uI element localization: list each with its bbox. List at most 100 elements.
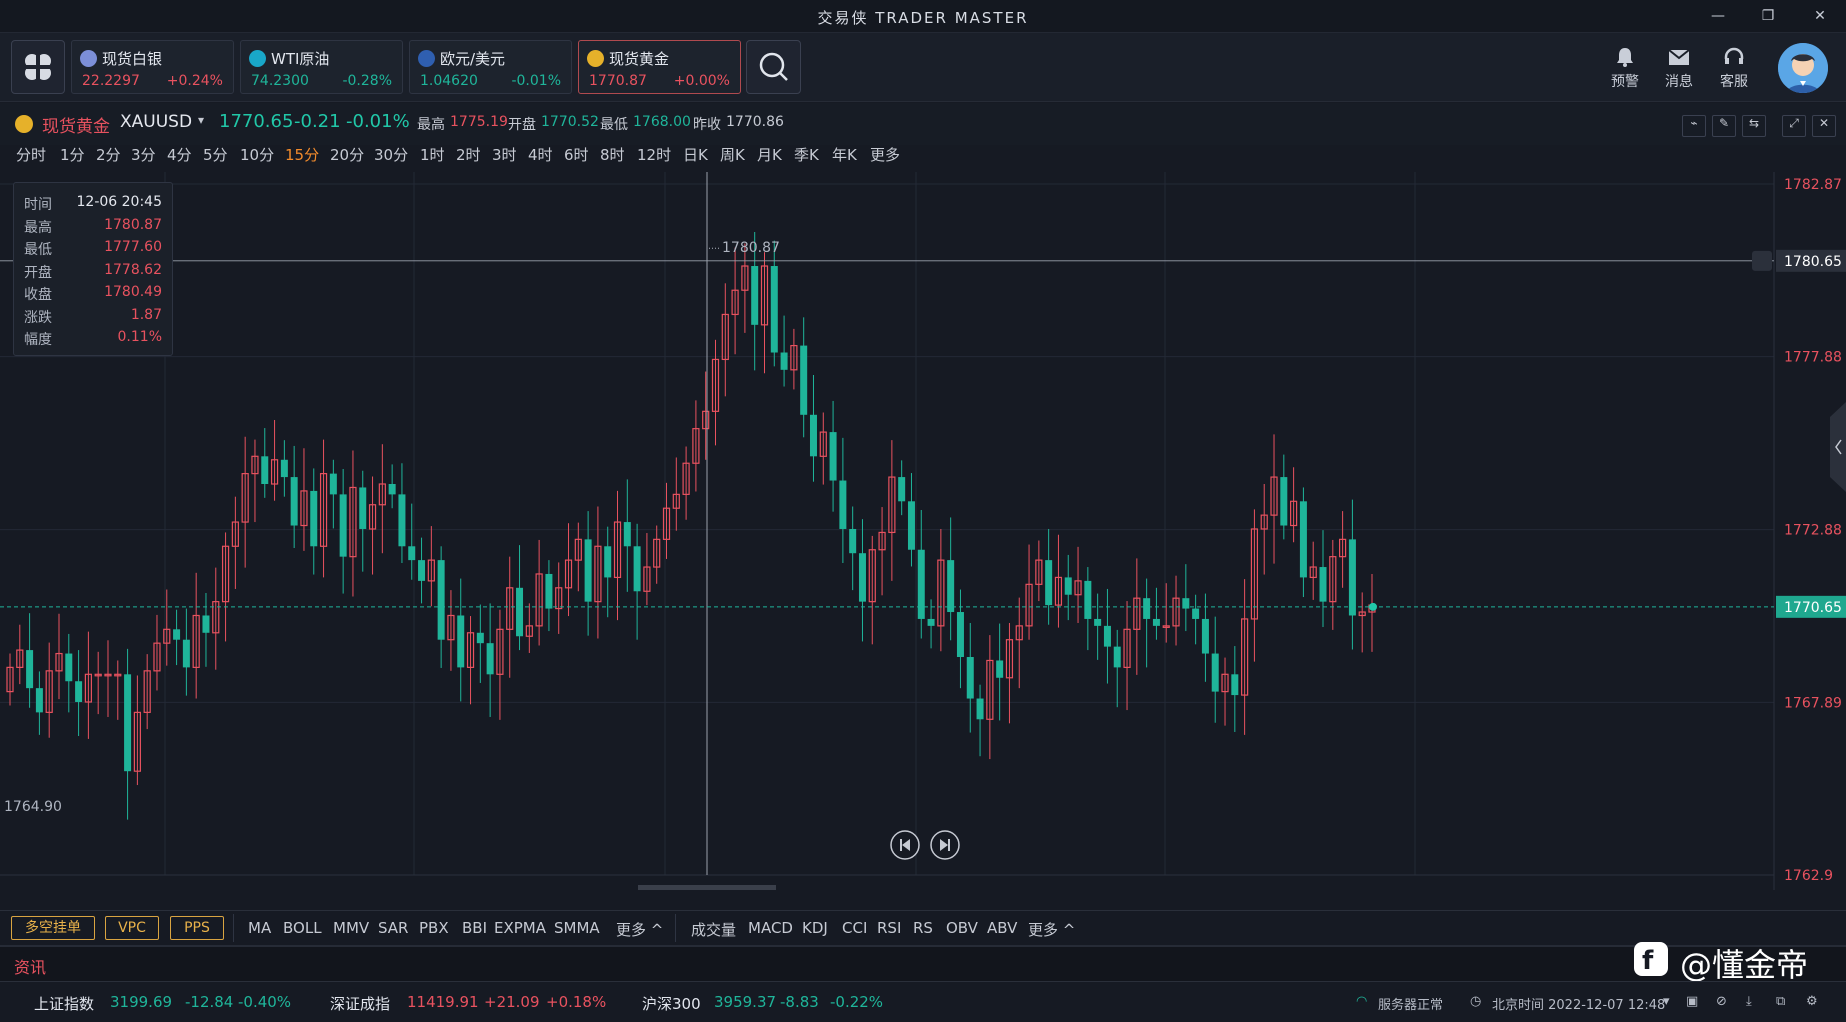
chevron-down-icon[interactable]: ▾ xyxy=(1663,994,1670,1009)
indicator-sub-7[interactable]: ABV xyxy=(987,919,1018,937)
index-name[interactable]: 深证成指 xyxy=(330,995,391,1013)
indicator-main-2[interactable]: MMV xyxy=(333,919,370,937)
timeframe-tab[interactable]: 20分 xyxy=(330,146,365,164)
info-row: 最高 1780.87 xyxy=(24,217,162,239)
candle-body xyxy=(231,521,239,547)
indicator-main-7[interactable]: SMMA xyxy=(554,919,600,937)
long-short-orders-button[interactable]: 多空挂单 xyxy=(11,916,95,940)
timeframe-tab[interactable]: 1分 xyxy=(60,146,85,164)
quote-card-wti[interactable]: WTI原油 74.2300 -0.28% xyxy=(240,40,403,94)
draw-pen-icon[interactable]: ✎ xyxy=(1712,115,1736,137)
timeframe-tab[interactable]: 3时 xyxy=(492,146,517,164)
timeframe-tab[interactable]: 季K xyxy=(794,146,819,164)
indicator-sub-3[interactable]: CCI xyxy=(842,919,868,937)
close-chart-icon[interactable]: ✕ xyxy=(1812,115,1836,137)
quote-card-silver[interactable]: 现货白银 22.2297 +0.24% xyxy=(71,40,234,94)
indicator-main-4[interactable]: PBX xyxy=(419,919,449,937)
service-button[interactable]: 客服 xyxy=(1710,45,1758,91)
quote-name: WTI原油 xyxy=(271,50,330,68)
expand-icon[interactable]: ⤢ xyxy=(1782,115,1806,137)
candlestick-chart[interactable]: 1782.87 1777.88 1772.88 1767.89 1762.9 1780.6… xyxy=(0,172,1846,890)
indicator-main-8[interactable]: 更多 ^ xyxy=(616,921,664,939)
indicator-main-0[interactable]: MA xyxy=(248,919,272,937)
indicator-sub-5[interactable]: RS xyxy=(913,919,933,937)
timeframe-tab[interactable]: 日K xyxy=(683,146,708,164)
candle-body xyxy=(1172,597,1180,627)
timeframe-tab[interactable]: 15分 xyxy=(285,146,320,164)
candle-body xyxy=(329,473,337,495)
settings-icon[interactable]: ⚙ xyxy=(1806,994,1818,1009)
news-label[interactable]: 资讯 xyxy=(14,958,47,977)
vpc-button[interactable]: VPC xyxy=(105,916,159,940)
menu-button[interactable] xyxy=(11,40,65,94)
skip-back-icon xyxy=(900,839,910,851)
chevron-down-icon[interactable]: ▾ xyxy=(198,113,205,127)
download-icon[interactable]: ⤓ xyxy=(1746,994,1752,1009)
candle-body xyxy=(192,614,200,668)
timeframe-tab[interactable]: 分时 xyxy=(16,146,47,164)
chart-type-icon[interactable]: ⌁ xyxy=(1682,115,1706,137)
skip-forward-icon xyxy=(940,839,950,851)
indicator-sub-6[interactable]: OBV xyxy=(946,919,978,937)
timeframe-tab[interactable]: 4时 xyxy=(528,146,553,164)
symbol-code[interactable]: XAUUSD xyxy=(120,112,193,132)
timeframe-tab[interactable]: 12时 xyxy=(637,146,672,164)
attachment-icon[interactable]: ⊘ xyxy=(1716,994,1727,1009)
indicator-sub-0[interactable]: 成交量 xyxy=(691,921,737,939)
indicator-sub-4[interactable]: RSI xyxy=(877,919,902,937)
beijing-time[interactable]: 北京时间 2022-12-07 12:48 xyxy=(1492,998,1666,1013)
indicator-main-1[interactable]: BOLL xyxy=(283,919,322,937)
timeframe-tab[interactable]: 1时 xyxy=(420,146,445,164)
candle-body xyxy=(574,538,582,561)
timeframe-tab[interactable]: 8时 xyxy=(600,146,625,164)
candle-body xyxy=(1005,639,1014,679)
indicator-sub-8[interactable]: 更多 ^ xyxy=(1028,921,1076,939)
timeframe-tab[interactable]: 年K xyxy=(832,146,857,164)
timeframe-tab[interactable]: 4分 xyxy=(167,146,192,164)
info-row: 涨跌 1.87 xyxy=(24,307,162,329)
info-row: 时间 12-06 20:45 xyxy=(24,194,162,216)
indicator-main-5[interactable]: BBI xyxy=(462,919,488,937)
timeframe-tab[interactable]: 周K xyxy=(720,146,745,164)
pps-button[interactable]: PPS xyxy=(170,916,224,940)
indicator-sub-2[interactable]: KDJ xyxy=(802,919,828,937)
indicator-main-3[interactable]: SAR xyxy=(378,919,409,937)
timeframe-tab[interactable]: 30分 xyxy=(374,146,409,164)
window-icon[interactable]: ▣ xyxy=(1686,994,1699,1009)
timeframe-tab[interactable]: 6时 xyxy=(564,146,589,164)
indicator-sub-1[interactable]: MACD xyxy=(748,919,793,937)
clover-menu-icon xyxy=(22,51,54,83)
timeframe-tab[interactable]: 月K xyxy=(757,146,782,164)
index-name[interactable]: 上证指数 xyxy=(34,995,95,1013)
timeframe-tab[interactable]: 更多 xyxy=(870,146,901,164)
quote-name: 欧元/美元 xyxy=(440,50,506,68)
close-button[interactable]: ✕ xyxy=(1814,8,1826,24)
timeframe-tab[interactable]: 3分 xyxy=(131,146,156,164)
indicator-main-6[interactable]: EXPMA xyxy=(494,919,547,937)
candle-body xyxy=(84,673,92,703)
minimize-button[interactable]: — xyxy=(1711,8,1725,24)
restore-button[interactable]: ❐ xyxy=(1761,8,1775,24)
prev-close-label: 昨收 xyxy=(693,117,721,133)
compare-icon[interactable]: ⇆ xyxy=(1742,115,1766,137)
candle-body xyxy=(947,560,955,613)
symbol-name[interactable]: 现货黄金 xyxy=(42,117,110,137)
index-name[interactable]: 沪深300 xyxy=(642,995,701,1013)
timeframe-tab[interactable]: 10分 xyxy=(240,146,275,164)
candle-body xyxy=(1035,559,1043,585)
divider xyxy=(233,914,234,942)
quote-card-gold[interactable]: 现货黄金 1770.87 +0.00% xyxy=(578,40,741,94)
search-button[interactable] xyxy=(746,40,801,94)
message-button[interactable]: 消息 xyxy=(1655,45,1703,91)
timeframe-tab[interactable]: 2时 xyxy=(456,146,481,164)
crosshair-time-box xyxy=(638,885,776,890)
timeframe-tab[interactable]: 5分 xyxy=(203,146,228,164)
screenshot-icon[interactable]: ⧉ xyxy=(1776,994,1786,1009)
candle-body xyxy=(1152,618,1160,626)
avatar[interactable] xyxy=(1778,43,1828,93)
timeframe-tab[interactable]: 2分 xyxy=(96,146,121,164)
alert-button[interactable]: 预警 xyxy=(1601,45,1649,91)
y-tick-label: 1772.88 xyxy=(1784,523,1842,539)
candle-body xyxy=(447,614,455,641)
quote-card-eurusd[interactable]: 欧元/美元 1.04620 -0.01% xyxy=(409,40,572,94)
